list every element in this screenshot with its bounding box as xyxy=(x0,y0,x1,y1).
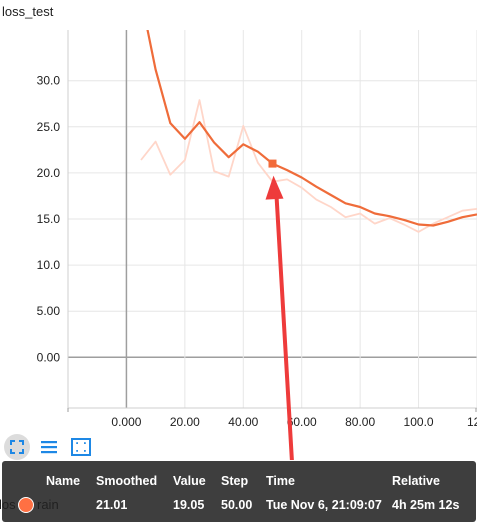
x-tick-label: 0.000 xyxy=(111,415,141,429)
chart-grid xyxy=(67,30,477,412)
y-tick-label: 5.00 xyxy=(37,304,61,318)
y-tick-label: 10.0 xyxy=(37,258,61,272)
value-relative: 4h 25m 12s xyxy=(392,498,460,512)
run-name-left: los xyxy=(0,497,16,512)
run-name-right: rain xyxy=(37,497,59,512)
value-smoothed: 21.01 xyxy=(96,498,128,512)
expand-chart-button[interactable] xyxy=(4,434,30,460)
chart-ticks: 0.00 5.00 10.0 15.0 20.0 25.0 30.0 0.000 20.00 40… xyxy=(37,74,477,429)
header-smoothed: Smoothed xyxy=(96,474,158,488)
header-relative: Relative xyxy=(392,474,440,488)
x-tick-label: 120 xyxy=(467,415,477,429)
y-tick-label: 20.0 xyxy=(37,166,61,180)
header-step: Step xyxy=(221,474,249,488)
x-tick-label: 60.00 xyxy=(287,415,317,429)
value-value: 19.05 xyxy=(173,498,205,512)
x-tick-label: 20.00 xyxy=(170,415,200,429)
x-tick-label: 80.00 xyxy=(345,415,375,429)
run-color-dot xyxy=(18,497,34,513)
header-name: Name xyxy=(46,474,81,488)
list-icon xyxy=(41,441,57,454)
y-tick-label: 30.0 xyxy=(37,74,61,88)
line-chart[interactable]: 0.00 5.00 10.0 15.0 20.0 25.0 30.0 0.000 20.00 40… xyxy=(0,0,477,460)
y-tick-label: 25.0 xyxy=(37,120,61,134)
hover-point-marker xyxy=(268,159,277,168)
header-time: Time xyxy=(266,474,295,488)
raw-series-line xyxy=(140,99,477,233)
run-name: los rain xyxy=(0,497,59,512)
smoothed-series-line xyxy=(146,30,477,227)
value-step: 50.00 xyxy=(221,498,253,512)
y-tick-label: 0.00 xyxy=(37,350,61,364)
chart-toolbar xyxy=(0,434,110,460)
header-value: Value xyxy=(173,474,206,488)
fit-domain-icon xyxy=(71,438,91,456)
chart-series xyxy=(140,30,477,233)
fit-domain-button[interactable] xyxy=(68,434,94,460)
x-tick-label: 40.00 xyxy=(228,415,258,429)
x-tick-label: 100.0 xyxy=(404,415,434,429)
expand-icon xyxy=(10,440,24,454)
toggle-y-log-button[interactable] xyxy=(36,434,62,460)
chart-title: loss_test xyxy=(2,4,54,19)
tooltip-panel: Name Smoothed Value Step Time Relative l… xyxy=(0,461,476,522)
annotation-arrow-head xyxy=(265,175,284,200)
value-time: Tue Nov 6, 21:09:07 xyxy=(266,498,382,512)
annotation-arrow-shaft xyxy=(274,193,294,460)
y-tick-label: 15.0 xyxy=(37,212,61,226)
chart-marks xyxy=(265,159,294,460)
